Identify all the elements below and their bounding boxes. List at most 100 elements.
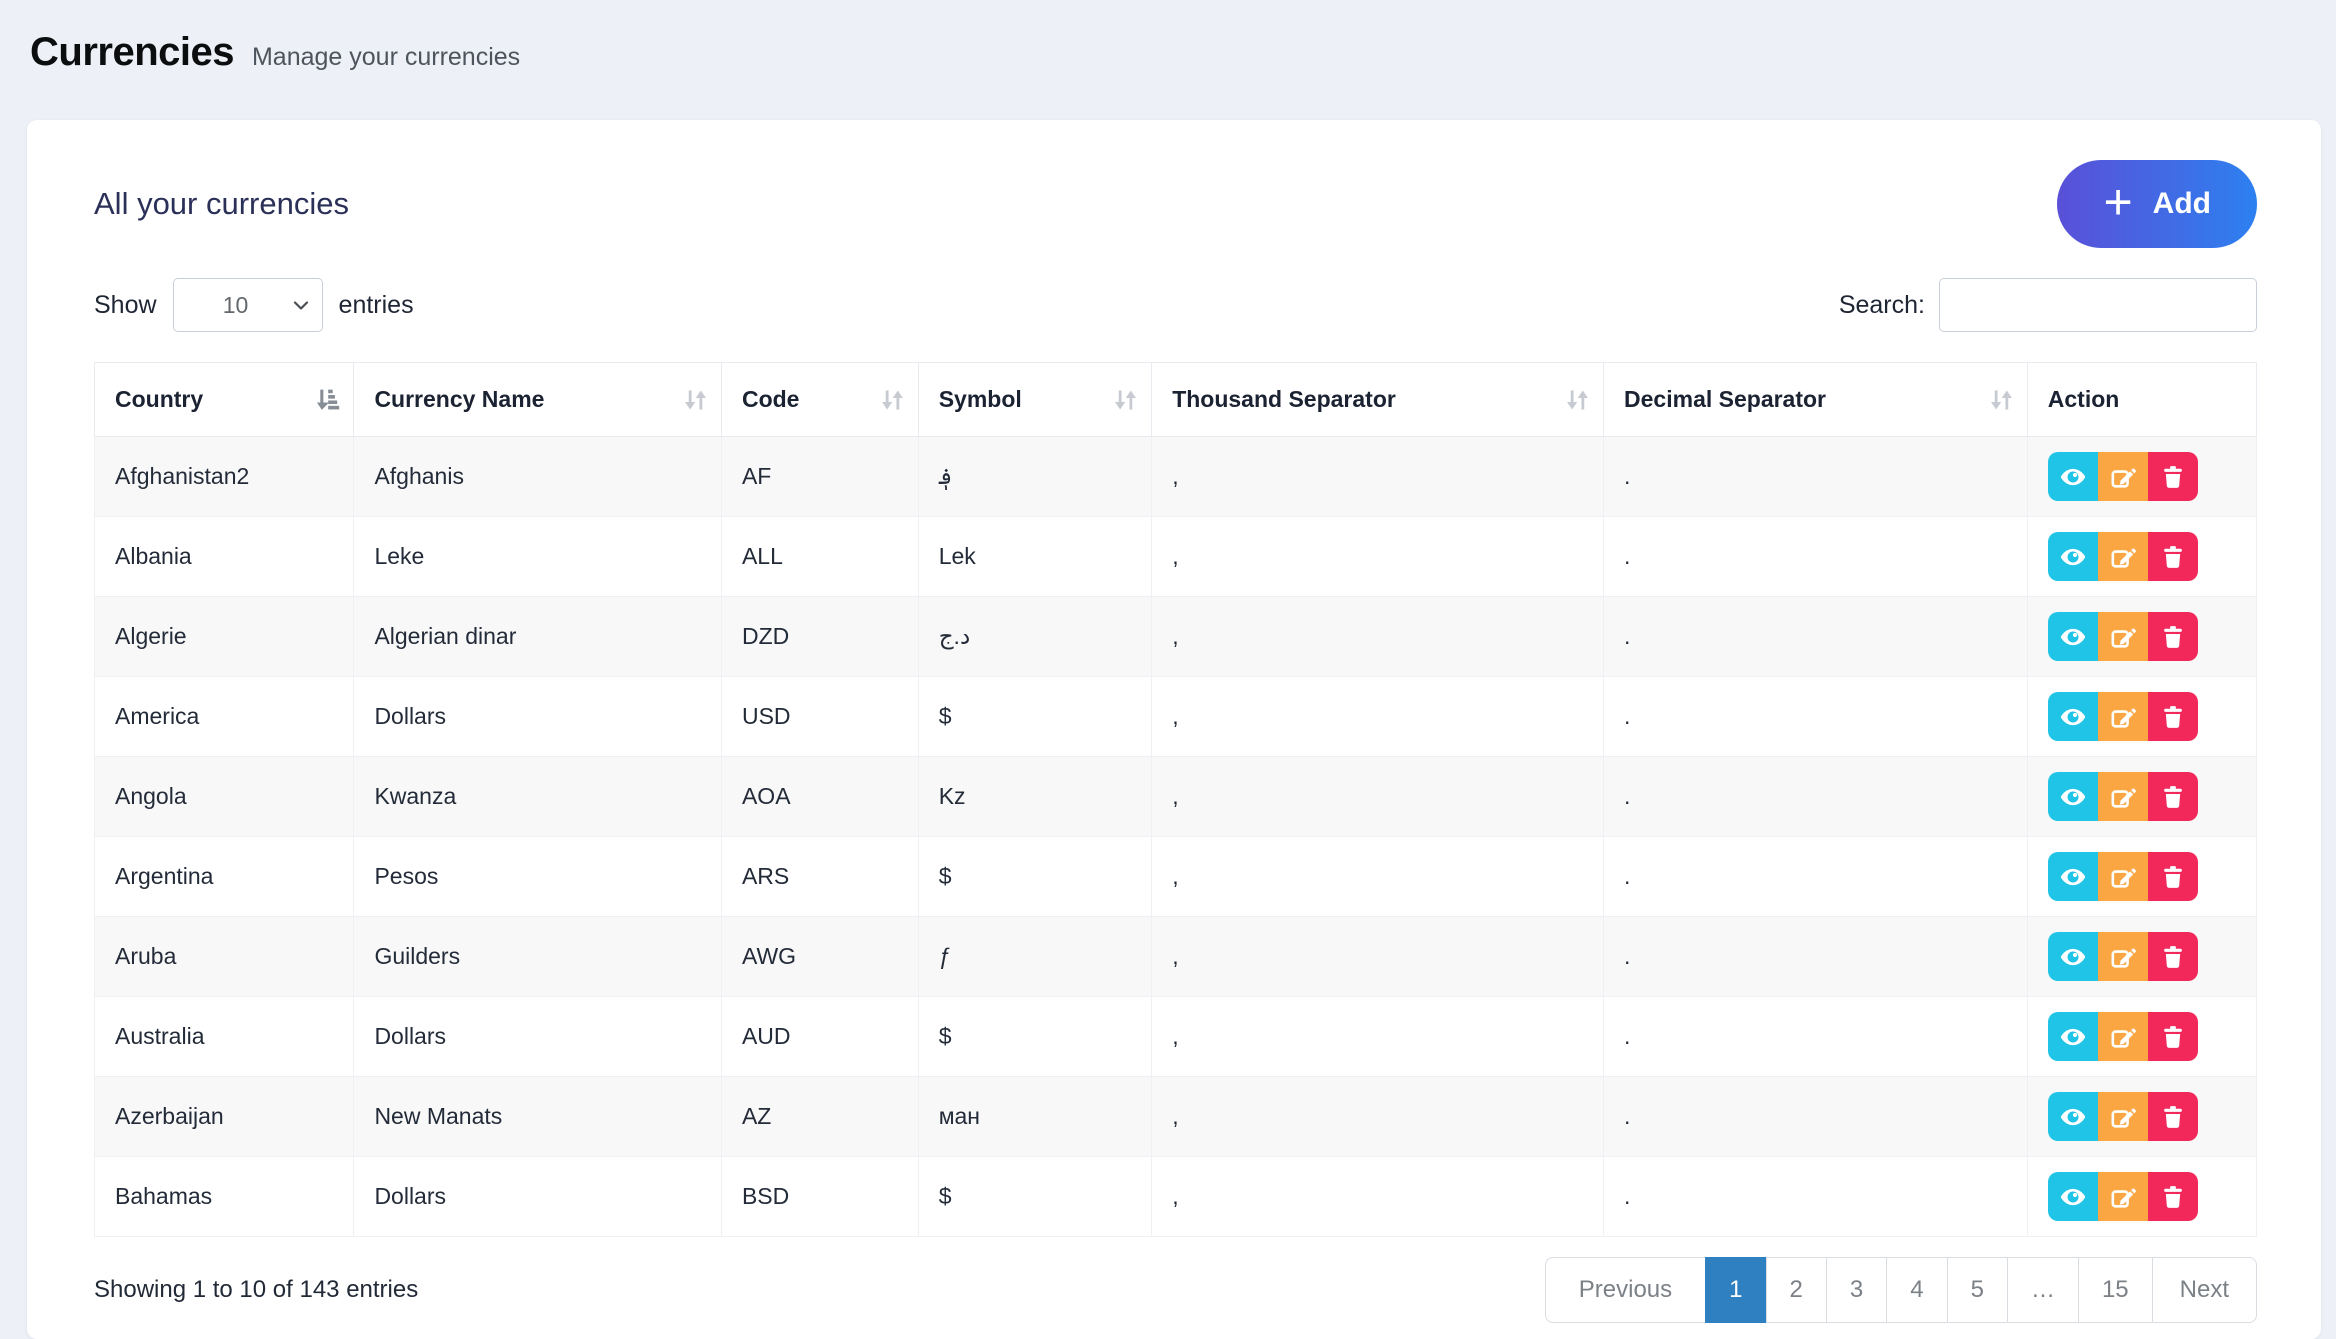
delete-button[interactable] xyxy=(2147,852,2198,901)
cell-symbol: $ xyxy=(917,996,1153,1077)
table-row: Australia Dollars AUD $,. xyxy=(93,996,2258,1077)
column-header-code[interactable]: Code xyxy=(720,362,919,437)
cell-name: Kwanza xyxy=(353,756,722,837)
cell-decimal: . xyxy=(1603,996,2028,1077)
delete-button[interactable] xyxy=(2147,932,2198,981)
delete-button[interactable] xyxy=(2147,772,2198,821)
cell-name: New Manats xyxy=(353,1076,722,1157)
cell-country: Australia xyxy=(93,996,355,1077)
cell-code: AF xyxy=(720,436,919,517)
page-title: Currencies xyxy=(30,30,234,74)
pagination-ellipsis[interactable]: … xyxy=(2006,1257,2079,1323)
cell-thousand: , xyxy=(1151,1076,1605,1157)
trash-icon xyxy=(2160,544,2186,570)
currencies-table-body: Afghanistan2 Afghanis AF ؋,. Albania Leke ALL L… xyxy=(93,436,2258,1237)
table-row: Afghanistan2 Afghanis AF ؋,. xyxy=(93,436,2258,517)
view-button[interactable] xyxy=(2047,532,2098,581)
column-header-thousand-separator[interactable]: Thousand Separator xyxy=(1151,362,1605,437)
edit-button[interactable] xyxy=(2097,532,2148,581)
add-button[interactable]: + Add xyxy=(2057,160,2257,248)
trash-icon xyxy=(2160,624,2186,650)
search-input[interactable] xyxy=(1939,278,2257,332)
cell-decimal: . xyxy=(1603,436,2028,517)
cell-decimal: . xyxy=(1603,916,2028,997)
edit-button[interactable] xyxy=(2097,772,2148,821)
page-size-select[interactable]: 10 xyxy=(172,278,323,332)
delete-button[interactable] xyxy=(2147,692,2198,741)
cell-country: Aruba xyxy=(93,916,355,997)
delete-button[interactable] xyxy=(2147,1172,2198,1221)
pagination-page-2[interactable]: 2 xyxy=(1765,1257,1827,1323)
delete-button[interactable] xyxy=(2147,452,2198,501)
pagination-previous[interactable]: Previous xyxy=(1544,1257,1707,1323)
view-button[interactable] xyxy=(2047,692,2098,741)
table-header-row: Country Currency Name xyxy=(93,362,2258,437)
cell-decimal: . xyxy=(1603,676,2028,757)
table-row: Aruba Guilders AWG ƒ,. xyxy=(93,916,2258,997)
column-header-symbol[interactable]: Symbol xyxy=(917,362,1153,437)
cell-actions xyxy=(2026,596,2258,677)
table-row: Algerie Algerian dinar DZD د.ج,. xyxy=(93,596,2258,677)
pagination-page-3[interactable]: 3 xyxy=(1825,1257,1888,1323)
cell-code: AWG xyxy=(720,916,919,997)
edit-icon xyxy=(2110,544,2136,570)
edit-icon xyxy=(2110,944,2136,970)
cell-symbol: $ xyxy=(917,676,1153,757)
edit-button[interactable] xyxy=(2097,612,2148,661)
row-action-group xyxy=(2047,932,2198,981)
column-header-decimal-separator[interactable]: Decimal Separator xyxy=(1603,362,2028,437)
entries-label: entries xyxy=(338,290,414,319)
view-button[interactable] xyxy=(2047,452,2098,501)
pagination-page-5[interactable]: 5 xyxy=(1946,1257,2008,1323)
cell-decimal: . xyxy=(1603,1076,2028,1157)
view-button[interactable] xyxy=(2047,932,2098,981)
view-button[interactable] xyxy=(2047,1012,2098,1061)
row-action-group xyxy=(2047,852,2198,901)
edit-icon xyxy=(2110,1104,2136,1130)
column-header-country[interactable]: Country xyxy=(93,362,355,437)
view-button[interactable] xyxy=(2047,852,2098,901)
eye-icon xyxy=(2059,463,2087,491)
cell-country: Bahamas xyxy=(93,1156,355,1237)
edit-button[interactable] xyxy=(2097,932,2148,981)
cell-actions xyxy=(2026,516,2258,597)
delete-button[interactable] xyxy=(2147,532,2198,581)
view-button[interactable] xyxy=(2047,772,2098,821)
cell-symbol: Lek xyxy=(917,516,1153,597)
view-button[interactable] xyxy=(2047,612,2098,661)
edit-button[interactable] xyxy=(2097,1092,2148,1141)
delete-button[interactable] xyxy=(2147,612,2198,661)
cell-country: Azerbaijan xyxy=(93,1076,355,1157)
view-button[interactable] xyxy=(2047,1172,2098,1221)
pagination-page-4[interactable]: 4 xyxy=(1886,1257,1948,1323)
pagination-page-15[interactable]: 15 xyxy=(2077,1257,2153,1323)
cell-symbol: ƒ xyxy=(917,916,1153,997)
delete-button[interactable] xyxy=(2147,1012,2198,1061)
edit-icon xyxy=(2110,864,2136,890)
view-button[interactable] xyxy=(2047,1092,2098,1141)
edit-button[interactable] xyxy=(2097,852,2148,901)
edit-button[interactable] xyxy=(2097,1012,2148,1061)
row-action-group xyxy=(2047,1092,2198,1141)
delete-button[interactable] xyxy=(2147,1092,2198,1141)
cell-thousand: , xyxy=(1151,1156,1605,1237)
eye-icon xyxy=(2059,703,2087,731)
pagination-next[interactable]: Next xyxy=(2151,1257,2257,1323)
column-header-action: Action xyxy=(2026,362,2258,437)
pagination-page-1[interactable]: 1 xyxy=(1705,1257,1767,1323)
row-action-group xyxy=(2047,1172,2198,1221)
edit-button[interactable] xyxy=(2097,452,2148,501)
column-header-currency-name[interactable]: Currency Name xyxy=(353,362,722,437)
cell-symbol: $ xyxy=(917,1156,1153,1237)
cell-thousand: , xyxy=(1151,996,1605,1077)
table-row: Azerbaijan New Manats AZ ман,. xyxy=(93,1076,2258,1157)
cell-code: AUD xyxy=(720,996,919,1077)
edit-button[interactable] xyxy=(2097,692,2148,741)
eye-icon xyxy=(2059,1183,2087,1211)
edit-button[interactable] xyxy=(2097,1172,2148,1221)
eye-icon xyxy=(2059,783,2087,811)
add-button-label: Add xyxy=(2152,187,2211,220)
page-size-control: Show 10 entries xyxy=(94,278,414,332)
cell-symbol: ман xyxy=(917,1076,1153,1157)
row-action-group xyxy=(2047,532,2198,581)
